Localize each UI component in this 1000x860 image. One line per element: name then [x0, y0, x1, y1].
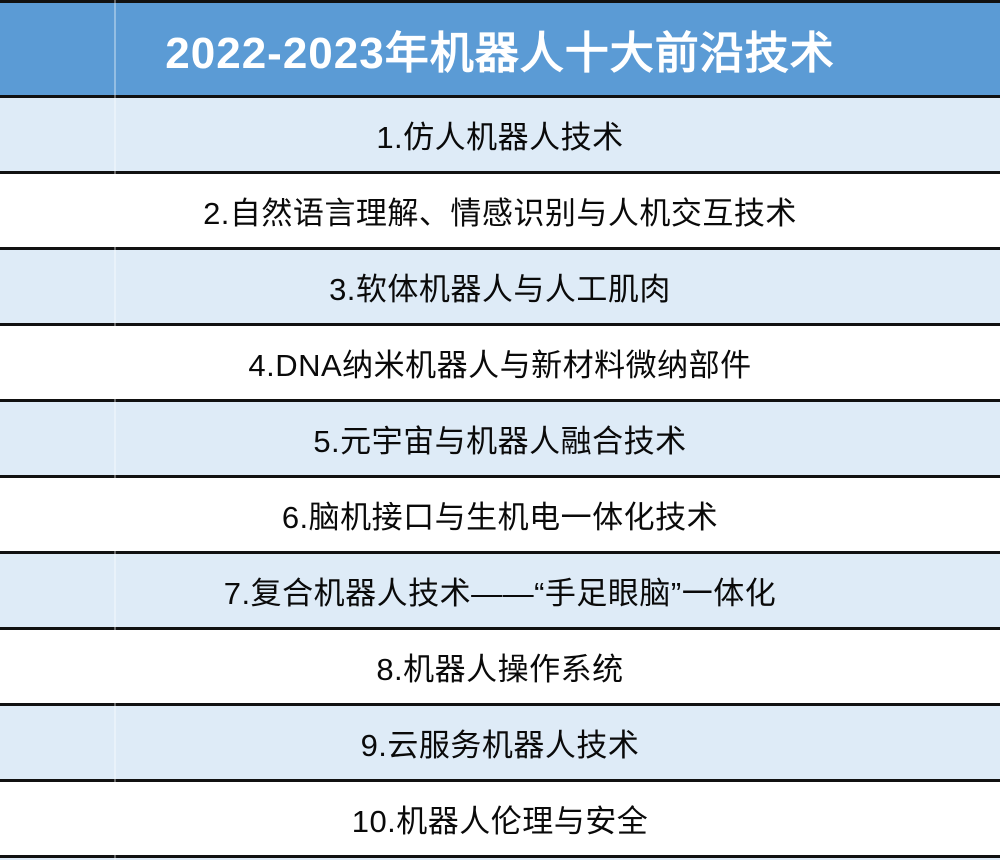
row-label: 4.DNA纳米机器人与新材料微纳部件 — [248, 348, 752, 383]
row-label: 5.元宇宙与机器人融合技术 — [313, 424, 687, 459]
table-row: 8.机器人操作系统 — [0, 627, 1000, 703]
row-label: 8.机器人操作系统 — [376, 652, 624, 687]
row-label: 9.云服务机器人技术 — [360, 728, 640, 763]
table-row: 5.元宇宙与机器人融合技术 — [0, 399, 1000, 475]
row-label: 2.自然语言理解、情感识别与人机交互技术 — [203, 196, 797, 231]
table-row: 9.云服务机器人技术 — [0, 703, 1000, 779]
table-row: 6.脑机接口与生机电一体化技术 — [0, 475, 1000, 551]
row-label: 6.脑机接口与生机电一体化技术 — [281, 500, 719, 535]
row-label: 7.复合机器人技术——“手足眼脑”一体化 — [223, 576, 777, 611]
row-label: 3.软体机器人与人工肌肉 — [329, 272, 671, 307]
table-row: 4.DNA纳米机器人与新材料微纳部件 — [0, 323, 1000, 399]
cutoff-row-strip — [0, 858, 1000, 860]
table-row: 7.复合机器人技术——“手足眼脑”一体化 — [0, 551, 1000, 627]
table-header: 2022-2023年机器人十大前沿技术 — [0, 3, 1000, 95]
table-row: 3.软体机器人与人工肌肉 — [0, 247, 1000, 323]
table-row: 1.仿人机器人技术 — [0, 95, 1000, 171]
table-title: 2022-2023年机器人十大前沿技术 — [165, 29, 835, 78]
top-border-rule — [0, 0, 1000, 3]
table-row: 2.自然语言理解、情感识别与人机交互技术 — [0, 171, 1000, 247]
bottom-border-rule — [0, 855, 1000, 858]
table-row: 10.机器人伦理与安全 — [0, 779, 1000, 855]
row-label: 1.仿人机器人技术 — [376, 120, 624, 155]
row-label: 10.机器人伦理与安全 — [351, 804, 649, 839]
